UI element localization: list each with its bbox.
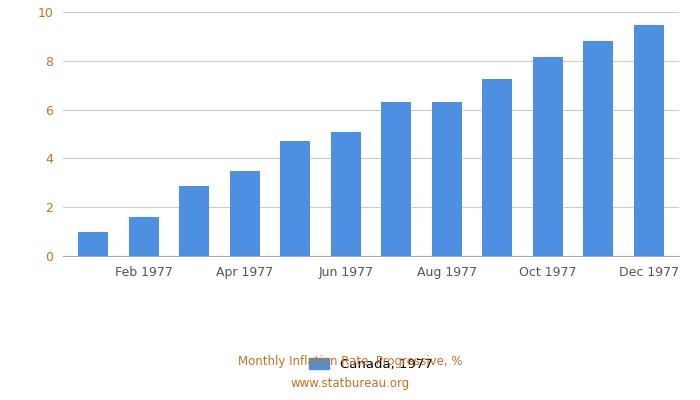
Bar — [583, 41, 613, 256]
Bar — [129, 217, 159, 256]
Bar — [330, 132, 361, 256]
Bar — [381, 102, 412, 256]
Bar — [533, 57, 563, 256]
Bar — [179, 186, 209, 256]
Text: www.statbureau.org: www.statbureau.org — [290, 378, 410, 390]
Bar — [634, 25, 664, 256]
Bar — [482, 79, 512, 256]
Bar — [78, 232, 108, 256]
Bar — [230, 171, 260, 256]
Text: Monthly Inflation Rate, Progressive, %: Monthly Inflation Rate, Progressive, % — [238, 356, 462, 368]
Bar — [280, 141, 310, 256]
Legend: Canada, 1977: Canada, 1977 — [304, 352, 438, 376]
Bar — [432, 102, 462, 256]
